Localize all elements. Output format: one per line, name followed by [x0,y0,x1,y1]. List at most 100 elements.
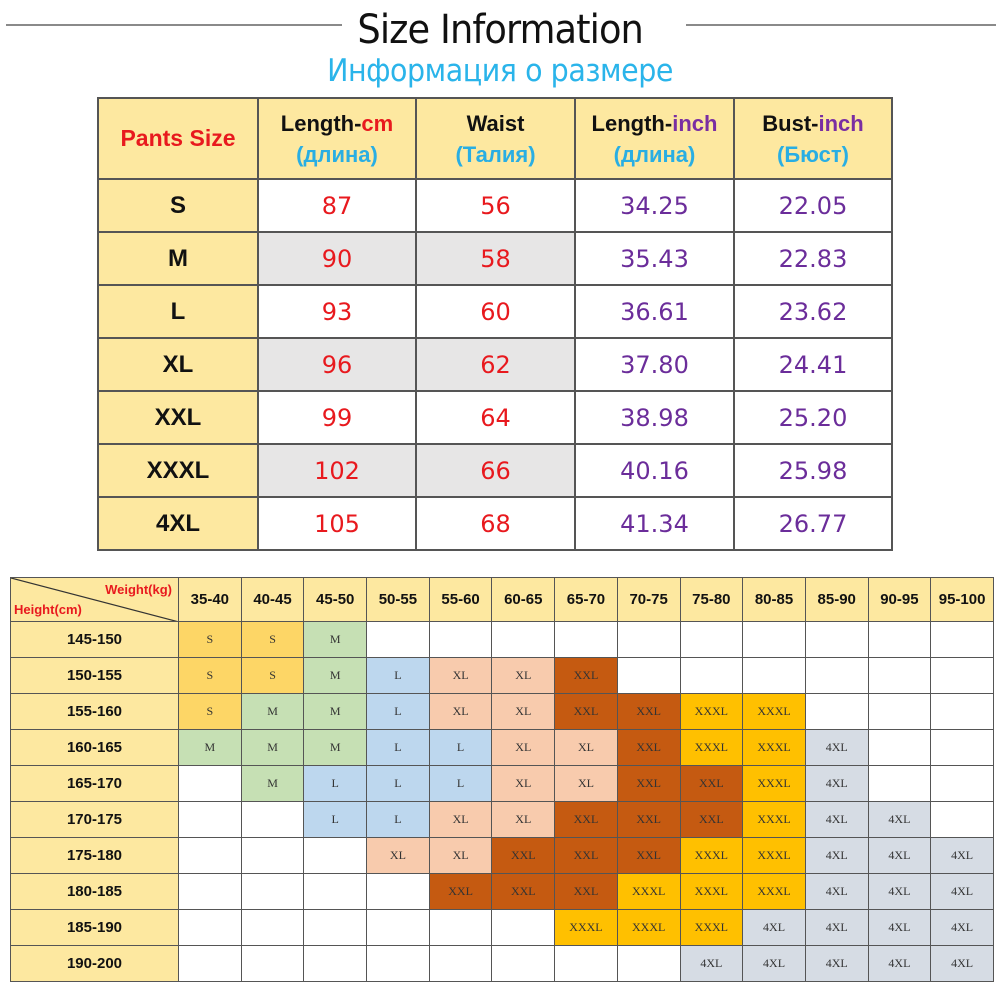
size-cell: XXL [428,873,493,910]
size-cell [804,657,869,694]
size-cell [804,621,869,658]
size-cell [679,621,744,658]
size-cell [178,801,242,838]
bust-inch-value: 25.98 [733,443,893,498]
size-cell: M [240,765,305,802]
size-cell [240,837,305,874]
length-inch-value: 41.34 [574,496,735,551]
bust-inch-value: 24.41 [733,337,893,392]
size-cell: XXXL [742,801,806,838]
size-cell [428,909,493,946]
size-cell: 4XL [742,909,806,946]
waist-value: 68 [415,496,576,551]
height-header: 185-190 [10,909,179,946]
header-unit: inch [672,110,718,136]
height-header: 165-170 [10,765,179,802]
size-cell: L [366,801,430,838]
length-inch-value: 40.16 [574,443,735,498]
header-ru: (Бюст) [777,141,849,167]
fit-grid-header: Weight(kg) Height(cm) 35-40 40-45 45-50 50-… [10,577,994,622]
size-cell [616,945,681,982]
size-cell: 4XL [804,801,869,838]
fit-grid-body: 145-150 S S M 150-155 S S M L XL XL XXL 155-160 S M M L X… [10,621,994,982]
grid-row: 190-200 4XL 4XL 4XL 4XL 4XL [10,945,994,982]
size-cell: S [240,657,305,694]
table-row: 4XL 105 68 41.34 26.77 [97,496,893,551]
size-cell [178,945,242,982]
size-cell: 4XL [804,909,869,946]
size-cell: M [240,693,305,730]
size-cell [178,909,242,946]
size-cell [867,693,932,730]
size-label: XL [97,337,259,392]
length-cm-value: 93 [257,284,417,339]
size-table-body: S 87 56 34.25 22.05 M 90 58 35.43 22.83 L 93 60 36.61… [97,178,893,551]
header-unit: inch [818,110,864,136]
size-label: L [97,284,259,339]
size-cell [240,909,305,946]
weight-header: 95-100 [930,577,994,622]
size-cell [930,693,994,730]
size-cell [366,945,430,982]
weight-header: 85-90 [804,577,869,622]
grid-row: 150-155 S S M L XL XL XXL [10,657,994,694]
height-header: 155-160 [10,693,179,730]
weight-header: 55-60 [428,577,493,622]
header-length-cm: Length-cm (длина) [257,97,417,180]
size-cell: XXXL [554,909,618,946]
size-cell [930,765,994,802]
height-header: 160-165 [10,729,179,766]
size-cell: 4XL [804,873,869,910]
size-cell: XXXL [742,873,806,910]
size-cell: 4XL [867,873,932,910]
waist-value: 62 [415,337,576,392]
waist-value: 56 [415,178,576,233]
size-cell: XXXL [742,765,806,802]
size-cell: XL [428,801,493,838]
size-cell: M [303,693,368,730]
title-row: Size Information [0,0,1000,55]
size-cell: XL [491,657,556,694]
size-cell [867,621,932,658]
size-cell [867,765,932,802]
header-label: Bust- [762,110,819,136]
size-cell [930,657,994,694]
length-cm-value: 87 [257,178,417,233]
size-cell: M [303,621,368,658]
size-cell: XXXL [679,837,744,874]
size-cell: XXXL [616,873,681,910]
size-cell: XL [491,801,556,838]
size-cell [303,945,368,982]
size-cell: XL [554,765,618,802]
size-cell: 4XL [930,873,994,910]
size-cell: XXXL [616,909,681,946]
table-row: XL 96 62 37.80 24.41 [97,337,893,392]
grid-row: 170-175 L L XL XL XXL XXL XXL XXXL 4XL 4XL [10,801,994,838]
size-cell: 4XL [930,837,994,874]
height-axis-label: Height(cm) [14,602,82,617]
size-cell: M [178,729,242,766]
size-cell: M [240,729,305,766]
page-subtitle: Информация о размере [327,53,673,89]
size-cell: XXXL [679,693,744,730]
size-cell [867,729,932,766]
header-ru: (длина) [296,141,378,167]
grid-row: 175-180 XL XL XXL XXL XXL XXXL XXXL 4XL 4XL 4XL [10,837,994,874]
size-cell: XXL [616,729,681,766]
size-cell: L [303,765,368,802]
size-cell: XL [366,837,430,874]
size-cell: 4XL [867,837,932,874]
size-cell [178,873,242,910]
size-cell [742,657,806,694]
size-cell: XXXL [742,837,806,874]
weight-header: 45-50 [303,577,368,622]
size-label: XXL [97,390,259,445]
size-cell: 4XL [804,765,869,802]
weight-header: 50-55 [366,577,430,622]
size-cell [742,621,806,658]
size-cell: XXL [554,837,618,874]
grid-row: 155-160 S M M L XL XL XXL XXL XXXL XXXL [10,693,994,730]
size-cell: XXL [679,765,744,802]
waist-value: 58 [415,231,576,286]
size-table: Pants Size Length-cm (длина) Waist (Тали… [97,97,893,551]
